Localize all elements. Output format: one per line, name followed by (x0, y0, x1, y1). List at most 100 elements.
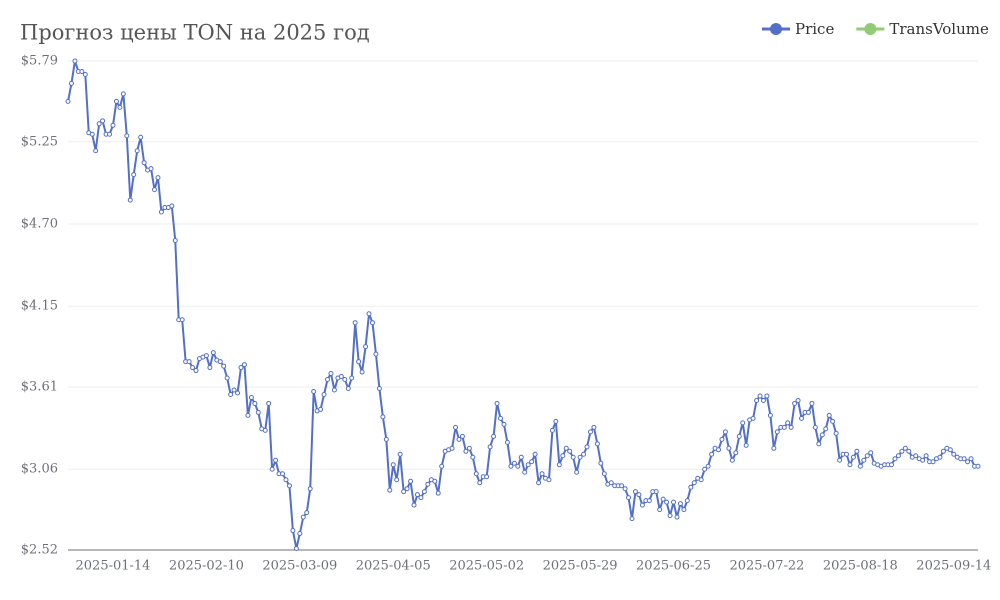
data-point (539, 471, 545, 477)
data-point (684, 498, 690, 504)
data-point (587, 429, 593, 435)
data-point (262, 427, 268, 433)
data-point (920, 457, 926, 463)
data-point (141, 160, 147, 166)
data-point (210, 350, 216, 356)
data-point (888, 462, 894, 468)
data-point (349, 375, 355, 381)
x-tick-label: 2025-01-14 (76, 559, 151, 574)
data-point (622, 486, 628, 492)
data-point (498, 415, 504, 421)
data-point (902, 445, 908, 451)
x-tick-label: 2025-05-29 (543, 559, 618, 574)
data-point (293, 546, 299, 552)
data-point (408, 478, 414, 484)
data-point (674, 514, 680, 520)
legend-marker[interactable] (770, 23, 782, 35)
data-point (252, 400, 258, 406)
data-point (255, 409, 261, 415)
data-point (207, 365, 213, 371)
data-point (899, 448, 905, 454)
data-point (729, 457, 735, 463)
data-point (664, 499, 670, 505)
data-point (951, 451, 957, 457)
data-point (68, 80, 74, 86)
data-point (892, 456, 898, 462)
data-point (819, 432, 825, 438)
data-point (767, 412, 773, 418)
data-point (273, 457, 279, 463)
data-point (830, 418, 836, 424)
data-point (148, 166, 154, 172)
legend-label[interactable]: TransVolume (889, 20, 989, 38)
data-point (629, 516, 635, 522)
data-point (760, 397, 766, 403)
data-point (816, 441, 822, 447)
data-point (636, 492, 642, 498)
data-point (373, 351, 379, 357)
data-point (117, 104, 123, 110)
data-point (799, 415, 805, 421)
data-point (594, 441, 600, 447)
data-point (619, 483, 625, 489)
x-tick-label: 2025-09-14 (916, 559, 991, 574)
data-point (235, 390, 241, 396)
data-point (228, 391, 234, 397)
data-point (632, 489, 638, 495)
data-point (868, 450, 874, 456)
data-point (96, 121, 102, 127)
data-point (556, 462, 562, 468)
data-point (470, 454, 476, 460)
data-point (812, 424, 818, 430)
data-point (577, 454, 583, 460)
data-point (203, 353, 209, 359)
data-point (453, 424, 459, 430)
data-point (269, 466, 275, 472)
data-point (439, 463, 445, 469)
data-point (82, 71, 88, 77)
data-point (646, 498, 652, 504)
data-point (508, 463, 514, 469)
data-point (788, 424, 794, 430)
data-point (688, 484, 694, 490)
data-point (155, 175, 161, 181)
y-tick-label: $4.70 (21, 217, 58, 232)
data-point (823, 426, 829, 432)
legend-marker[interactable] (864, 23, 877, 35)
x-tick-label: 2025-05-02 (449, 559, 524, 574)
data-point (913, 453, 919, 459)
data-point (584, 444, 590, 450)
data-point (487, 444, 493, 450)
data-point (231, 387, 237, 393)
data-point (110, 122, 116, 128)
data-point (705, 463, 711, 469)
x-tick-label: 2025-07-22 (729, 559, 804, 574)
data-point (404, 486, 410, 492)
data-point (805, 409, 811, 415)
data-point (241, 362, 247, 368)
legend-label[interactable]: Price (795, 20, 834, 38)
data-point (736, 433, 742, 439)
data-point (456, 436, 462, 442)
data-point (280, 471, 286, 477)
data-point (653, 489, 659, 495)
data-point (501, 421, 507, 427)
data-point (677, 501, 683, 507)
data-point (304, 510, 310, 516)
data-point (709, 451, 715, 457)
data-point (328, 371, 334, 377)
data-point (100, 118, 106, 124)
data-point (494, 400, 500, 406)
data-point (626, 495, 632, 501)
data-point (217, 359, 223, 365)
data-point (785, 420, 791, 426)
x-tick-label: 2025-08-18 (823, 559, 898, 574)
data-point (781, 424, 787, 430)
data-point (363, 344, 369, 350)
data-point (449, 445, 455, 451)
data-point (667, 513, 673, 519)
data-point (947, 447, 953, 453)
data-point (369, 320, 375, 326)
data-point (968, 456, 974, 462)
data-point (546, 477, 552, 483)
